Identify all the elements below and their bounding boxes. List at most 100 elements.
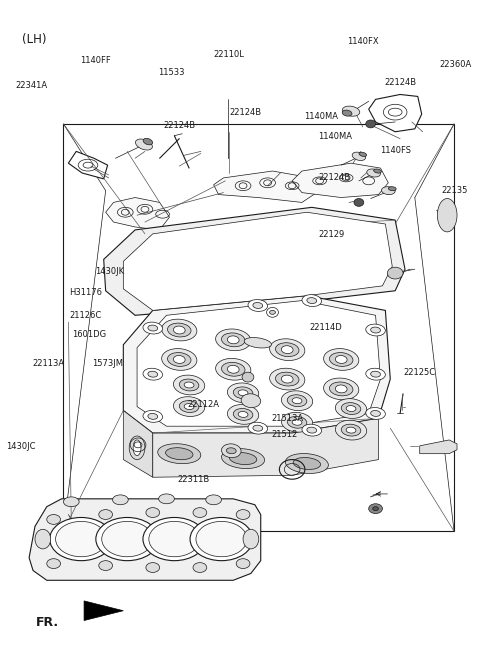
Ellipse shape	[184, 382, 194, 388]
Text: 1573JM: 1573JM	[92, 359, 123, 368]
Text: 22360A: 22360A	[439, 60, 471, 69]
Ellipse shape	[112, 495, 128, 504]
Ellipse shape	[96, 518, 159, 561]
Ellipse shape	[238, 412, 248, 417]
Ellipse shape	[193, 563, 207, 573]
Ellipse shape	[190, 518, 253, 561]
Ellipse shape	[173, 397, 205, 416]
Ellipse shape	[206, 495, 221, 504]
Ellipse shape	[285, 453, 328, 473]
Ellipse shape	[346, 427, 356, 433]
Ellipse shape	[228, 336, 239, 344]
Ellipse shape	[387, 267, 403, 279]
Ellipse shape	[382, 187, 395, 195]
Ellipse shape	[233, 387, 253, 399]
Ellipse shape	[292, 398, 302, 404]
Ellipse shape	[143, 410, 163, 422]
Ellipse shape	[216, 329, 251, 351]
Ellipse shape	[143, 322, 163, 334]
Ellipse shape	[369, 504, 383, 514]
Polygon shape	[68, 152, 108, 179]
Text: 21126C: 21126C	[70, 311, 102, 320]
Ellipse shape	[135, 139, 153, 150]
Ellipse shape	[341, 424, 361, 436]
Ellipse shape	[342, 106, 360, 117]
Ellipse shape	[352, 152, 366, 160]
Ellipse shape	[236, 559, 250, 569]
Polygon shape	[153, 418, 379, 477]
Ellipse shape	[329, 353, 353, 366]
Text: 1140FX: 1140FX	[347, 37, 378, 46]
Ellipse shape	[373, 169, 382, 173]
Ellipse shape	[276, 343, 299, 357]
Ellipse shape	[242, 372, 254, 382]
Ellipse shape	[166, 448, 193, 459]
Ellipse shape	[146, 563, 160, 573]
Ellipse shape	[102, 522, 153, 557]
Ellipse shape	[227, 448, 236, 453]
Ellipse shape	[233, 408, 253, 420]
Ellipse shape	[168, 323, 191, 337]
Ellipse shape	[293, 457, 321, 469]
Ellipse shape	[244, 338, 271, 348]
Ellipse shape	[281, 375, 293, 383]
Ellipse shape	[148, 414, 157, 419]
Ellipse shape	[248, 299, 267, 311]
Text: 22129: 22129	[318, 230, 345, 240]
Ellipse shape	[243, 529, 259, 549]
Ellipse shape	[336, 355, 347, 363]
Ellipse shape	[366, 368, 385, 380]
Ellipse shape	[149, 522, 200, 557]
Ellipse shape	[437, 199, 457, 232]
Text: (LH): (LH)	[22, 33, 46, 46]
Text: 21512: 21512	[271, 430, 298, 440]
Ellipse shape	[221, 333, 245, 347]
Text: 22114D: 22114D	[309, 322, 342, 332]
Polygon shape	[106, 197, 169, 230]
Text: 22311B: 22311B	[177, 475, 209, 484]
Polygon shape	[420, 440, 457, 453]
Text: 21513A: 21513A	[271, 414, 303, 422]
Ellipse shape	[173, 326, 185, 334]
Ellipse shape	[143, 368, 163, 380]
Ellipse shape	[287, 416, 307, 428]
Text: 22124B: 22124B	[229, 108, 261, 117]
Text: 1430JK: 1430JK	[95, 267, 124, 276]
Ellipse shape	[371, 410, 381, 416]
Text: 1430JC: 1430JC	[6, 442, 36, 451]
Ellipse shape	[276, 372, 299, 386]
Text: 22341A: 22341A	[15, 81, 48, 90]
Ellipse shape	[253, 303, 263, 308]
Ellipse shape	[162, 349, 197, 370]
Ellipse shape	[366, 408, 385, 419]
Ellipse shape	[270, 310, 276, 314]
Ellipse shape	[307, 298, 317, 304]
Ellipse shape	[47, 559, 60, 569]
Ellipse shape	[180, 401, 199, 412]
Ellipse shape	[253, 425, 263, 431]
Text: 22125C: 22125C	[403, 368, 435, 377]
Polygon shape	[123, 410, 153, 477]
Ellipse shape	[336, 420, 367, 440]
Text: 22112A: 22112A	[187, 400, 219, 409]
Ellipse shape	[359, 152, 367, 156]
Ellipse shape	[184, 404, 194, 410]
Ellipse shape	[366, 324, 385, 336]
Ellipse shape	[129, 436, 145, 459]
Ellipse shape	[47, 514, 60, 524]
Polygon shape	[84, 601, 123, 620]
Ellipse shape	[292, 419, 302, 425]
Ellipse shape	[222, 449, 264, 469]
Text: 22124B: 22124B	[318, 173, 350, 182]
Polygon shape	[292, 163, 388, 197]
Ellipse shape	[143, 518, 206, 561]
Text: 22124B: 22124B	[163, 121, 195, 130]
Ellipse shape	[228, 383, 259, 402]
Ellipse shape	[158, 444, 201, 463]
Polygon shape	[104, 207, 405, 315]
Ellipse shape	[221, 444, 241, 457]
Polygon shape	[137, 301, 381, 426]
Ellipse shape	[287, 395, 307, 406]
Ellipse shape	[173, 375, 205, 395]
Ellipse shape	[146, 508, 160, 518]
